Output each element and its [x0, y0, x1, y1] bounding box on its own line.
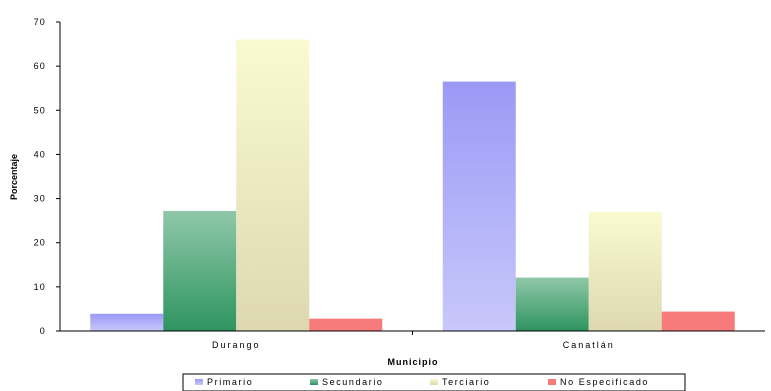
legend-label: No Especificado: [560, 377, 649, 387]
bar-no-especificado: [309, 318, 383, 331]
x-axis-title: Municipio: [388, 357, 439, 367]
legend-label: Secundario: [322, 377, 384, 387]
x-axis-ticks: Durango Canatlán: [212, 331, 615, 350]
bar-secundario: [163, 210, 237, 331]
x-tick-label: Durango: [212, 340, 261, 350]
legend-swatch: [430, 379, 438, 385]
y-tick-label: 70: [34, 17, 46, 27]
bar-primario: [442, 81, 516, 331]
y-tick-label: 0: [40, 326, 46, 336]
bar-no-especificado: [661, 311, 735, 331]
y-tick-label: 20: [34, 238, 46, 248]
legend-label: Primario: [207, 377, 253, 387]
legend-swatch: [310, 379, 318, 385]
x-tick-label: Canatlán: [563, 340, 615, 350]
y-tick-label: 30: [34, 194, 46, 204]
bar-terciario: [588, 211, 662, 331]
legend: Primario Secundario Terciario No Especifica…: [182, 373, 686, 391]
y-tick-label: 10: [34, 282, 46, 292]
legend-swatch: [548, 379, 556, 385]
legend-swatch: [195, 379, 203, 385]
bar-terciario: [236, 39, 310, 332]
y-axis-ticks: 0 10 20 30 40 50 60 70: [34, 17, 60, 336]
y-axis-title: Porcentaje: [9, 154, 19, 200]
bar-primario: [90, 313, 164, 331]
legend-label: Terciario: [442, 377, 490, 387]
bar-secundario: [515, 277, 589, 331]
y-tick-label: 40: [34, 149, 46, 159]
bars-layer: [90, 39, 735, 332]
y-tick-label: 60: [34, 61, 46, 71]
y-tick-label: 50: [34, 105, 46, 115]
